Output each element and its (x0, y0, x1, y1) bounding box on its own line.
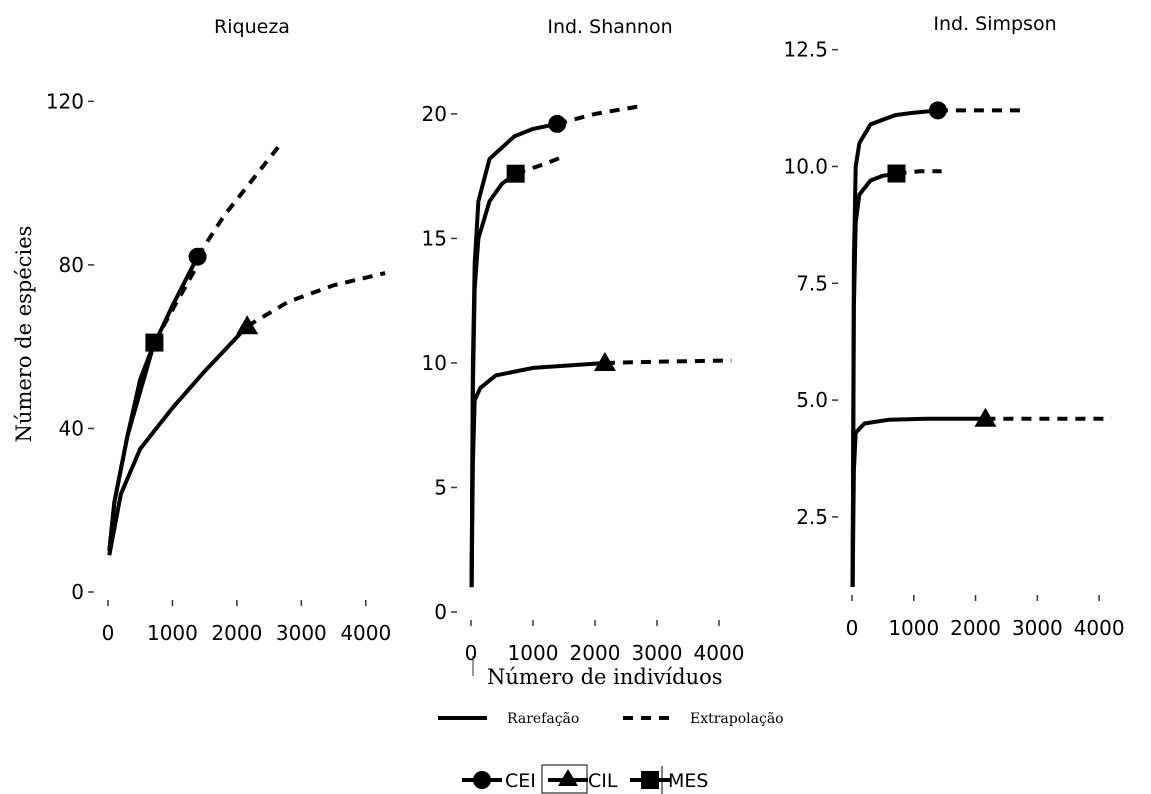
series-cei-rarefaction-line (107, 255, 200, 552)
legend-cei-circle-marker (473, 771, 491, 789)
series-mes-point-marker (506, 164, 525, 183)
panel-title: Riqueza (214, 16, 290, 38)
series-mes-extrapolation-line (152, 263, 200, 344)
series-cei-point-marker (188, 247, 207, 266)
x-tick-label: 0 (102, 621, 115, 645)
x-tick-label: 2000 (950, 616, 1001, 640)
x-tick-label: 3000 (1012, 616, 1063, 640)
x-tick-label: 4000 (340, 621, 391, 645)
y-tick-label: 80 (59, 253, 84, 277)
x-tick-label: 1000 (147, 621, 198, 645)
x-tick-label: 2000 (211, 621, 262, 645)
series-cei-extrapolation-line (556, 104, 639, 126)
x-tick-label: 4000 (694, 641, 745, 665)
series-cil-point-marker (974, 407, 997, 427)
panel-title: Ind. Shannon (547, 16, 672, 38)
series-mes-extrapolation-line (514, 154, 565, 176)
legend-cil-triangle-marker (558, 769, 578, 786)
x-tick-label: 2000 (570, 641, 621, 665)
legend-extrapolacao-label: Extrapolação (690, 711, 784, 727)
x-tick-label: 3000 (632, 641, 683, 665)
panel-1: Riqueza 0 40 80 120 0 1000 2000 3000 4000 (46, 16, 391, 645)
y-tick-label: 5.0 (796, 388, 828, 412)
legend-mes-label: MES (668, 770, 708, 792)
group-legend: CEI CIL MES (462, 764, 708, 794)
series-mes-rarefaction-line (469, 172, 517, 588)
y-tick-label: 120 (46, 89, 84, 113)
y-tick-label: 5 (434, 475, 447, 499)
x-axis-label: Número de indivíduos (487, 665, 723, 689)
y-tick-label: 10.0 (783, 154, 828, 178)
x-tick-label: 0 (465, 641, 478, 665)
series-mes-rarefaction-line (850, 171, 897, 588)
legend-rarefacao-label: Rarefação (507, 711, 579, 727)
y-tick-label: 10 (422, 351, 447, 375)
legend-cil-label: CIL (588, 770, 618, 792)
y-tick-label: 0 (434, 600, 447, 624)
series-cil-rarefaction-line (469, 361, 606, 588)
series-cil-extrapolation-line (246, 271, 386, 328)
legend-mes-square-marker (641, 771, 659, 789)
linetype-legend: Rarefação Extrapolação (438, 711, 784, 727)
series-cil-extrapolation-line (604, 358, 732, 365)
x-tick-label: 0 (846, 616, 859, 640)
x-tick-label: 1000 (508, 641, 559, 665)
series-cei-point-marker (548, 114, 567, 133)
x-tick-label: 1000 (888, 616, 939, 640)
series-cei-point-marker (928, 101, 947, 120)
series-mes-point-marker (887, 164, 906, 183)
y-tick-label: 2.5 (796, 505, 828, 529)
y-axis-label: Número de espécies (12, 226, 36, 443)
series-cei-rarefaction-line (469, 121, 558, 588)
y-tick-label: 0 (71, 580, 84, 604)
x-tick-label: 4000 (1074, 616, 1125, 640)
y-tick-label: 20 (422, 102, 447, 126)
y-tick-label: 15 (422, 226, 447, 250)
legend-cei-label: CEI (505, 770, 536, 792)
y-tick-label: 40 (59, 416, 84, 440)
series-cil-rarefaction-line (107, 324, 249, 556)
series-cil-point-marker (236, 315, 259, 335)
panel-2: Ind. Shannon 0 5 10 15 20 0 1000 2000 3000 4000 (422, 16, 745, 665)
panel-title: Ind. Simpson (933, 13, 1056, 35)
series-cil-point-marker (593, 351, 616, 371)
series-cei-extrapolation-line (195, 140, 284, 258)
series-mes-rarefaction-line (107, 341, 157, 552)
y-tick-label: 12.5 (783, 38, 828, 62)
y-tick-label: 7.5 (796, 271, 828, 295)
x-tick-label: 3000 (276, 621, 327, 645)
series-mes-point-marker (145, 333, 164, 352)
series-cil-rarefaction-line (850, 416, 986, 588)
panel-3: Ind. Simpson 2.5 5.0 7.5 10.0 12.5 0 1000 2000 30… (783, 13, 1124, 640)
